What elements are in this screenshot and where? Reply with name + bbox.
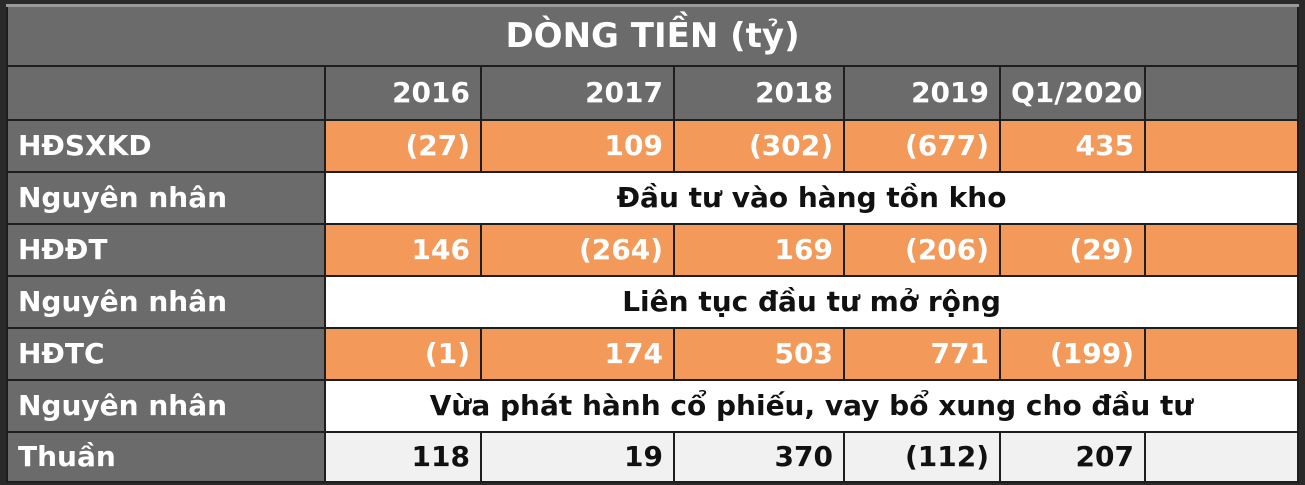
row-reason-2: Nguyên nhân Liên tục đầu tư mở rộng	[6, 274, 1300, 329]
row-label: Nguyên nhân	[6, 378, 326, 433]
title-row: DÒNG TIỀN (tỷ)	[5, 4, 1300, 67]
value-cell: 19	[480, 430, 675, 483]
value-cell: 771	[843, 326, 1001, 381]
row-label: Thuần	[6, 430, 326, 483]
value-cell: (27)	[324, 118, 482, 173]
value-cell: 435	[999, 118, 1146, 173]
row-label: Nguyên nhân	[6, 170, 326, 225]
value-cell: 169	[673, 222, 845, 277]
value-cell	[1143, 326, 1300, 381]
value-cell: (264)	[480, 222, 675, 277]
year-header-row: 2016 2017 2018 2019 Q1/2020	[6, 64, 1300, 121]
value-cell: (206)	[843, 222, 1001, 277]
header-extra	[1143, 64, 1300, 121]
value-cell	[1143, 222, 1300, 277]
cash-flow-table-container: DÒNG TIỀN (tỷ) 2016 2017 2018 2019 Q1/20…	[5, 4, 1300, 483]
value-cell: 109	[480, 118, 675, 173]
value-cell: (1)	[324, 326, 482, 381]
value-cell: 207	[999, 430, 1146, 483]
header-2017: 2017	[480, 64, 675, 121]
row-net: Thuần 118 19 370 (112) 207	[6, 430, 1300, 483]
row-hdsxkd: HĐSXKD (27) 109 (302) (677) 435	[6, 118, 1300, 173]
value-cell	[1143, 430, 1300, 483]
row-hdtc: HĐTC (1) 174 503 771 (199)	[6, 326, 1300, 381]
header-2019: 2019	[843, 64, 1001, 121]
value-cell: 503	[673, 326, 845, 381]
value-cell: (199)	[999, 326, 1146, 381]
row-label: HĐTC	[6, 326, 326, 381]
row-reason-1: Nguyên nhân Đầu tư vào hàng tồn kho	[6, 170, 1300, 225]
value-cell: (112)	[843, 430, 1001, 483]
row-label: HĐSXKD	[6, 118, 326, 173]
row-reason-3: Nguyên nhân Vừa phát hành cổ phiếu, vay …	[6, 378, 1300, 433]
row-label: Nguyên nhân	[6, 274, 326, 329]
reason-text: Đầu tư vào hàng tồn kho	[323, 170, 1300, 225]
header-label-cell	[6, 64, 326, 121]
value-cell: 118	[324, 430, 482, 483]
value-cell: (29)	[999, 222, 1146, 277]
table-title: DÒNG TIỀN (tỷ)	[5, 4, 1300, 67]
value-cell: (677)	[843, 118, 1001, 173]
cash-flow-table: DÒNG TIỀN (tỷ) 2016 2017 2018 2019 Q1/20…	[5, 4, 1300, 483]
value-cell: 370	[673, 430, 845, 483]
value-cell	[1143, 118, 1300, 173]
reason-text: Liên tục đầu tư mở rộng	[323, 274, 1300, 329]
reason-text: Vừa phát hành cổ phiếu, vay bổ xung cho …	[323, 378, 1300, 433]
header-2016: 2016	[324, 64, 482, 121]
row-hddt: HĐĐT 146 (264) 169 (206) (29)	[6, 222, 1300, 277]
value-cell: 174	[480, 326, 675, 381]
value-cell: 146	[324, 222, 482, 277]
header-q1-2020: Q1/2020	[999, 64, 1146, 121]
value-cell: (302)	[673, 118, 845, 173]
header-2018: 2018	[673, 64, 845, 121]
row-label: HĐĐT	[6, 222, 326, 277]
